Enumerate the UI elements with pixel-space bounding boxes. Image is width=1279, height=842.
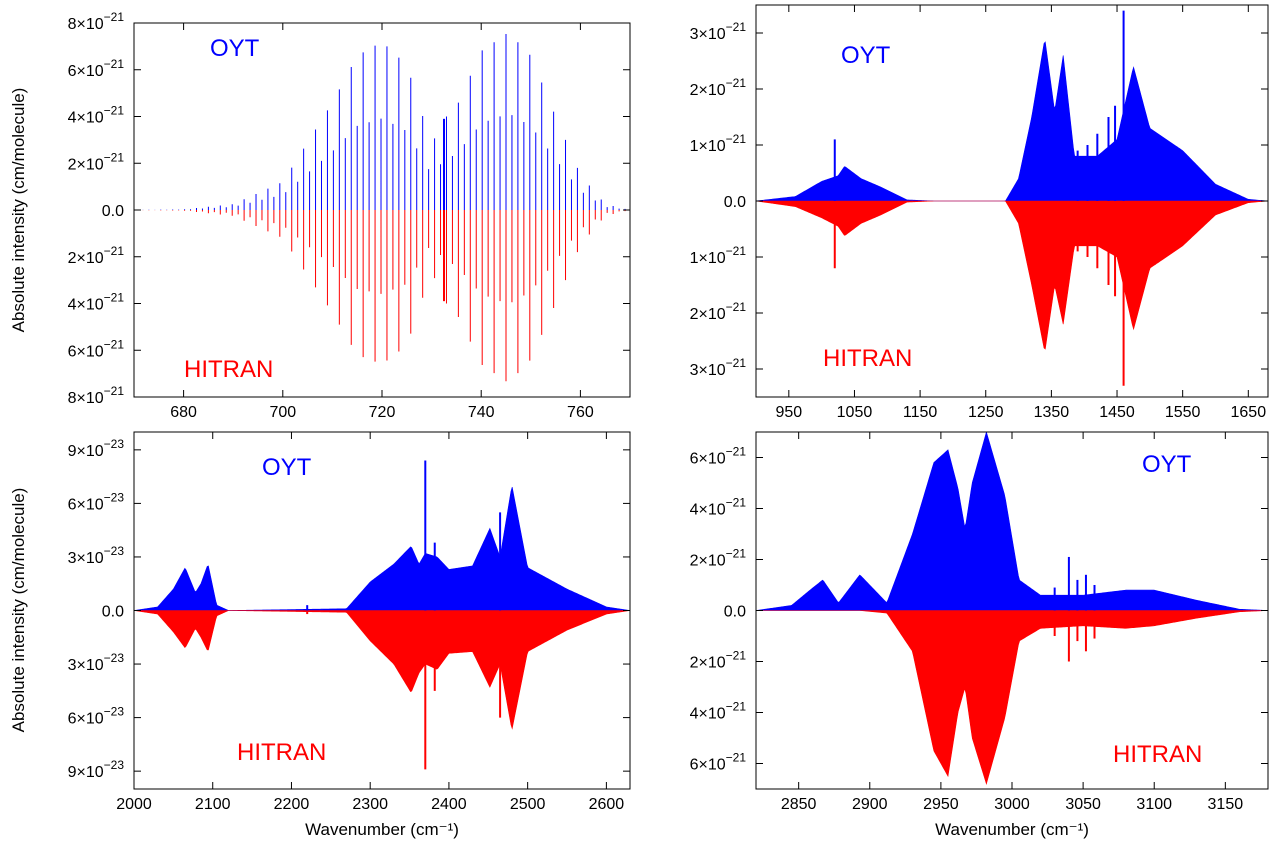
x-tick-label: 1450	[1099, 404, 1135, 421]
x-tick-label: 760	[567, 404, 594, 421]
y-tick-label: 3×10−21	[690, 20, 747, 43]
y-tick-label: 6×10−23	[68, 490, 125, 513]
x-tick-label: 950	[775, 404, 802, 421]
x-tick-label: 1650	[1231, 404, 1267, 421]
y-tick-label: 1×10−21	[690, 132, 747, 155]
y-tick-label: 8×10−21	[68, 10, 125, 33]
y-tick-label: 6×10−21	[690, 751, 747, 774]
x-tick-label: 2400	[431, 796, 467, 813]
y-tick-label: 9×10−23	[68, 758, 125, 781]
x-tick-label: 2200	[274, 796, 310, 813]
panel-legend-oyt: OYT	[841, 42, 891, 69]
panel-legend-hitran: HITRAN	[237, 739, 326, 766]
hitran-spectrum-band	[756, 610, 1268, 785]
y-tick-label: 9×10−23	[68, 437, 125, 460]
y-axis-title-top: Absolute intensity (cm/molecule)	[9, 88, 28, 333]
y-tick-label: 3×10−21	[690, 356, 747, 379]
y-tick-label: 2×10−21	[690, 649, 747, 672]
x-tick-label: 2900	[852, 796, 888, 813]
x-tick-label: 3050	[1065, 796, 1101, 813]
x-tick-label: 720	[369, 404, 396, 421]
x-axis-title-left: Wavenumber (cm⁻¹)	[305, 820, 459, 839]
y-tick-label: 1×10−21	[690, 244, 747, 267]
y-tick-label: 0.0	[724, 194, 746, 211]
panel-legend-hitran: HITRAN	[184, 356, 273, 383]
y-tick-label: 2×10−21	[690, 76, 747, 99]
x-tick-label: 2600	[589, 796, 625, 813]
y-tick-label: 6×10−21	[68, 57, 125, 80]
x-tick-label: 3100	[1136, 796, 1172, 813]
x-tick-label: 680	[170, 404, 197, 421]
y-tick-label: 4×10−21	[68, 291, 125, 314]
y-tick-label: 0.0	[102, 604, 124, 621]
x-tick-label: 1050	[837, 404, 873, 421]
y-tick-label: 0.0	[724, 604, 746, 621]
x-tick-label: 3000	[994, 796, 1030, 813]
x-tick-label: 740	[468, 404, 495, 421]
y-tick-label: 2×10−21	[68, 150, 125, 173]
y-tick-label: 3×10−23	[68, 651, 125, 674]
x-tick-label: 2950	[923, 796, 959, 813]
chart-panel-top-right: 950 1050 1150 1250 1350 1450 1550 1650 3×10−21 2×…	[690, 4, 1269, 421]
x-tick-label: 2000	[116, 796, 152, 813]
plot-area	[756, 10, 1268, 386]
x-axis-title-right: Wavenumber (cm⁻¹)	[935, 820, 1089, 839]
panel-legend-oyt: OYT	[1142, 451, 1192, 478]
y-tick-label: 6×10−23	[68, 705, 125, 728]
x-tick-label: 1250	[968, 404, 1004, 421]
chart-panel-top-left: 680 700 720 740 760 8×10−21 6×10−21 4×10−21 2×10…	[68, 10, 631, 421]
panel-legend-hitran: HITRAN	[823, 345, 912, 372]
x-tick-label: 1150	[903, 404, 938, 421]
x-tick-label: 2850	[781, 796, 817, 813]
hitran-spectrum-band	[756, 200, 1268, 350]
y-tick-label: 2×10−21	[690, 300, 747, 323]
chart-panel-bottom-right: 2850 2900 2950 3000 3050 3100 3150 6×10−21 4×10−…	[690, 431, 1269, 813]
x-tick-label: 700	[269, 404, 296, 421]
x-tick-label: 2500	[510, 796, 546, 813]
x-tick-label: 2300	[352, 796, 388, 813]
panel-legend-oyt: OYT	[210, 35, 260, 62]
oyt-spectrum-band	[756, 432, 1268, 611]
x-tick-label: 2100	[195, 796, 231, 813]
oyt-spectrum-band	[756, 41, 1268, 202]
y-tick-label: 4×10−21	[690, 700, 747, 723]
y-tick-label: 0.0	[102, 203, 124, 220]
y-tick-label: 4×10−21	[68, 104, 125, 127]
y-tick-label: 3×10−23	[68, 544, 125, 567]
hitran-spectrum-band	[134, 610, 630, 730]
y-tick-label: 2×10−21	[690, 547, 747, 570]
oyt-spectrum-band	[134, 487, 630, 611]
x-tick-label: 3150	[1208, 796, 1244, 813]
x-tick-label: 1350	[1034, 404, 1070, 421]
chart-panel-bottom-left: 2000 2100 2200 2300 2400 2500 2600 9×10−23 6×10−…	[68, 431, 631, 813]
plot-area	[756, 432, 1268, 785]
plot-area	[134, 460, 630, 770]
y-axis-title-bottom: Absolute intensity (cm/molecule)	[9, 488, 28, 733]
y-tick-label: 8×10−21	[68, 384, 125, 407]
y-tick-label: 6×10−21	[68, 337, 125, 360]
x-tick-label: 1550	[1165, 404, 1201, 421]
y-tick-label: 2×10−21	[68, 244, 125, 267]
panel-legend-hitran: HITRAN	[1113, 741, 1202, 768]
y-tick-label: 6×10−21	[690, 445, 747, 468]
panel-legend-oyt: OYT	[262, 454, 312, 481]
y-tick-label: 4×10−21	[690, 496, 747, 519]
